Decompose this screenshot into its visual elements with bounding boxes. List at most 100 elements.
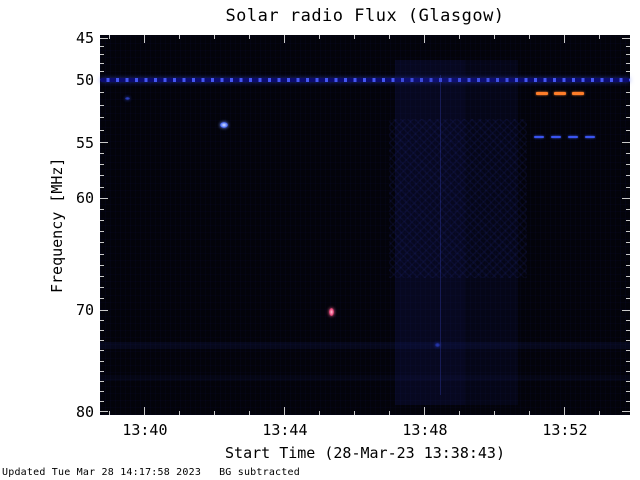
axis-tick <box>626 391 630 393</box>
x-axis-label: Start Time (28-Mar-23 13:38:43) <box>225 444 505 462</box>
axis-tick <box>109 411 111 415</box>
y-tick-label: 60 <box>75 189 94 208</box>
axis-tick <box>626 164 630 166</box>
axis-tick <box>319 411 321 415</box>
axis-tick <box>100 164 104 166</box>
orange-dashes-51mhz <box>535 92 548 96</box>
axis-tick <box>529 411 531 415</box>
axis-tick <box>424 35 426 43</box>
axis-tick <box>626 62 630 64</box>
axis-tick <box>100 340 104 342</box>
axis-tick <box>214 411 216 415</box>
chart-title: Solar radio Flux (Glasgow) <box>225 6 505 26</box>
faint-vertical-line <box>439 75 441 395</box>
axis-tick <box>100 350 104 352</box>
axis-tick <box>626 54 630 56</box>
axis-tick <box>100 309 108 311</box>
axis-tick <box>100 287 104 289</box>
noise-row-1 <box>100 341 630 349</box>
axis-tick <box>494 35 496 39</box>
blue-dashes-54mhz <box>567 135 578 138</box>
axis-tick <box>626 350 630 352</box>
updated-timestamp: Updated Tue Mar 28 14:17:58 2023 <box>2 467 202 478</box>
axis-tick <box>100 175 104 177</box>
axis-tick <box>109 35 111 39</box>
axis-tick <box>100 401 104 403</box>
axis-tick <box>626 380 630 382</box>
axis-tick <box>319 35 321 39</box>
axis-tick <box>622 142 630 144</box>
noise-column-2 <box>465 60 519 405</box>
y-tick-label: 45 <box>75 29 94 48</box>
axis-tick <box>100 231 104 233</box>
axis-tick <box>626 186 630 188</box>
axis-tick <box>100 275 104 277</box>
y-tick-label: 50 <box>75 70 94 89</box>
axis-tick <box>494 411 496 415</box>
axis-tick <box>100 242 104 244</box>
axis-tick <box>354 35 356 39</box>
axis-tick <box>626 329 630 331</box>
axis-tick <box>626 242 630 244</box>
axis-tick <box>626 401 630 403</box>
axis-tick <box>179 411 181 415</box>
axis-tick <box>622 197 630 199</box>
noise-row-2 <box>100 375 630 382</box>
axis-tick <box>100 129 104 131</box>
x-tick-label: 13:40 <box>122 421 168 439</box>
axis-tick <box>100 117 104 119</box>
y-tick-label: 55 <box>75 133 94 152</box>
axis-tick <box>100 208 104 210</box>
axis-tick <box>100 142 108 144</box>
rfi-carrier-50mhz <box>100 77 630 82</box>
orange-dashes-51mhz <box>553 92 566 96</box>
axis-tick <box>626 175 630 177</box>
axis-tick <box>389 35 391 39</box>
blue-dashes-54mhz <box>584 135 595 138</box>
axis-tick <box>626 275 630 277</box>
axis-tick <box>626 117 630 119</box>
axis-tick <box>626 104 630 106</box>
axis-tick <box>626 129 630 131</box>
pink-burst-point <box>328 308 334 317</box>
axis-tick <box>100 186 104 188</box>
footer: Updated Tue Mar 28 14:17:58 2023 BG subtr… <box>2 467 318 478</box>
axis-tick <box>100 197 108 199</box>
axis-tick <box>100 54 104 56</box>
orange-dashes-51mhz <box>571 92 584 96</box>
axis-tick <box>100 45 104 47</box>
axis-tick <box>100 70 104 72</box>
axis-tick <box>626 231 630 233</box>
axis-tick <box>100 153 104 155</box>
x-tick-label: 13:44 <box>262 421 308 439</box>
axis-tick <box>626 208 630 210</box>
y-tick-label: 70 <box>75 301 94 320</box>
axis-tick <box>622 37 630 39</box>
faint-point <box>124 96 130 100</box>
axis-tick <box>599 35 601 39</box>
axis-tick <box>100 219 104 221</box>
axis-tick <box>622 309 630 311</box>
faint-low-point <box>434 343 440 348</box>
axis-tick <box>626 45 630 47</box>
bright-blue-point <box>220 122 229 129</box>
axis-tick <box>424 407 426 415</box>
noise-column-1 <box>395 60 466 405</box>
axis-tick <box>626 340 630 342</box>
axis-tick <box>626 253 630 255</box>
axis-tick <box>389 411 391 415</box>
axis-tick <box>284 35 286 43</box>
x-tick-label: 13:48 <box>402 421 448 439</box>
axis-tick <box>626 360 630 362</box>
axis-tick <box>249 35 251 39</box>
axis-tick <box>599 411 601 415</box>
axis-tick <box>626 319 630 321</box>
axis-tick <box>100 380 104 382</box>
axis-tick <box>284 407 286 415</box>
axis-tick <box>626 219 630 221</box>
axis-tick <box>100 370 104 372</box>
axis-tick <box>100 360 104 362</box>
axis-tick <box>100 298 104 300</box>
axis-tick <box>626 153 630 155</box>
axis-tick <box>100 411 108 413</box>
